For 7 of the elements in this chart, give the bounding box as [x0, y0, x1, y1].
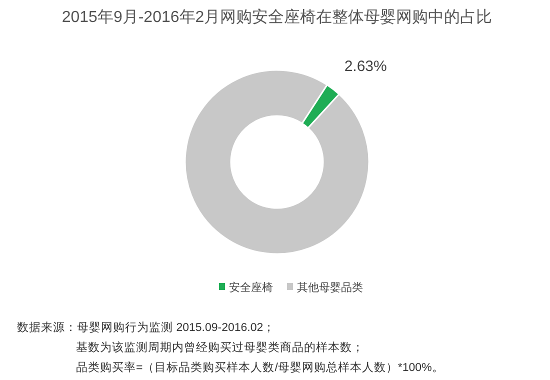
text: 品类购买率=（目标品类购买样本人数/母婴网购总样本人数）*100%。	[76, 360, 444, 374]
chart-title: 2015年9月-2016年2月网购安全座椅在整体母婴网购中的占比	[62, 8, 492, 26]
text: 基数为该监测周期内曾经购买过母婴类商品的样本数；	[76, 340, 364, 354]
legend-label: 安全座椅	[229, 281, 273, 294]
source-note: 数据来源：母婴网购行为监测 2015.09-2016.02；	[17, 321, 276, 334]
legend-label: 其他母婴品类	[297, 281, 363, 294]
data-label: 2.63%	[344, 58, 387, 76]
